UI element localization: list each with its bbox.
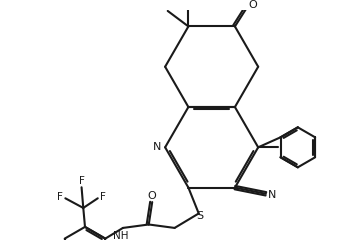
- Text: F: F: [57, 192, 63, 202]
- Text: N: N: [268, 190, 276, 200]
- Text: F: F: [79, 176, 85, 186]
- Text: F: F: [100, 192, 106, 202]
- Text: NH: NH: [113, 231, 128, 241]
- Text: O: O: [147, 191, 156, 201]
- Text: O: O: [249, 0, 258, 10]
- Text: N: N: [153, 142, 162, 152]
- Text: S: S: [196, 211, 204, 221]
